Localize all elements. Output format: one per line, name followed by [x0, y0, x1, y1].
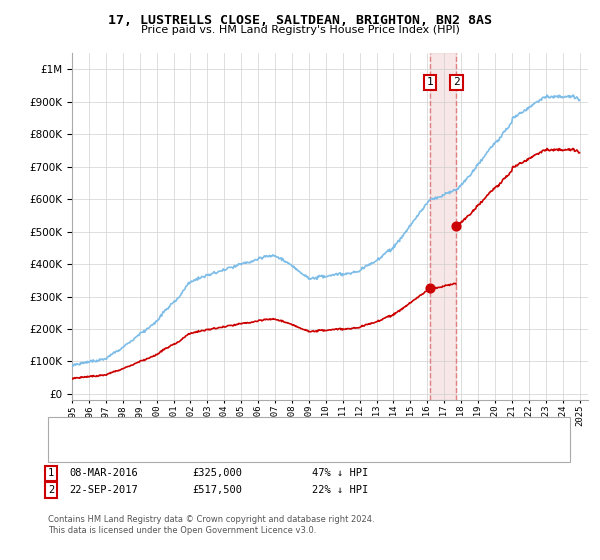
Text: £517,500: £517,500	[192, 485, 242, 495]
Bar	[430, 53, 457, 400]
Point	[425, 284, 435, 293]
Text: 17, LUSTRELLS CLOSE, SALTDEAN, BRIGHTON, BN2 8AS: 17, LUSTRELLS CLOSE, SALTDEAN, BRIGHTON,…	[108, 14, 492, 27]
Text: 2: 2	[453, 77, 460, 87]
Text: 22% ↓ HPI: 22% ↓ HPI	[312, 485, 368, 495]
Text: 1: 1	[427, 77, 434, 87]
Point	[452, 222, 461, 231]
Text: 47% ↓ HPI: 47% ↓ HPI	[312, 468, 368, 478]
Text: £325,000: £325,000	[192, 468, 242, 478]
Text: Contains HM Land Registry data © Crown copyright and database right 2024.: Contains HM Land Registry data © Crown c…	[48, 515, 374, 524]
Text: 1: 1	[48, 468, 54, 478]
Text: HPI: Average price, detached house, Brighton and Hove: HPI: Average price, detached house, Brig…	[93, 429, 404, 439]
Text: 22-SEP-2017: 22-SEP-2017	[69, 485, 138, 495]
Text: Price paid vs. HM Land Registry's House Price Index (HPI): Price paid vs. HM Land Registry's House …	[140, 25, 460, 35]
Text: This data is licensed under the Open Government Licence v3.0.: This data is licensed under the Open Gov…	[48, 526, 316, 535]
Text: 17, LUSTRELLS CLOSE, SALTDEAN, BRIGHTON, BN2 8AS (detached house): 17, LUSTRELLS CLOSE, SALTDEAN, BRIGHTON,…	[93, 418, 475, 428]
Text: 08-MAR-2016: 08-MAR-2016	[69, 468, 138, 478]
Text: 2: 2	[48, 485, 54, 495]
